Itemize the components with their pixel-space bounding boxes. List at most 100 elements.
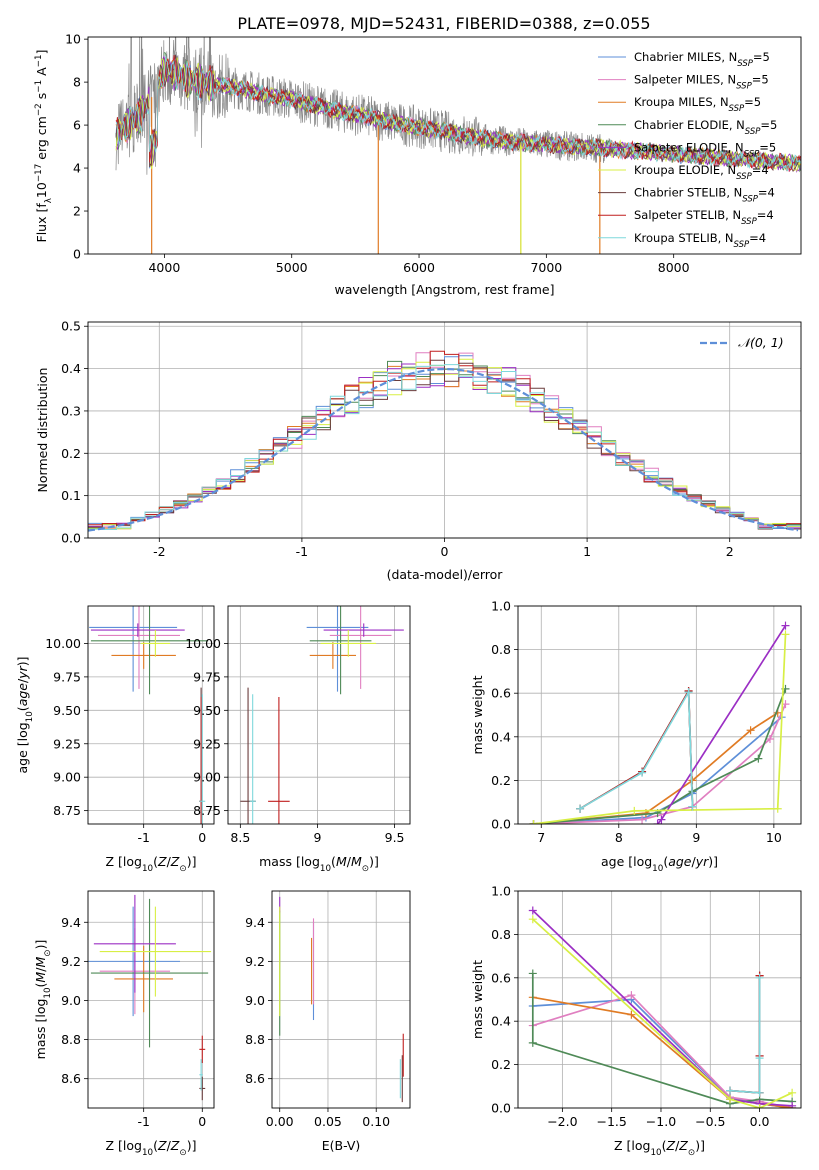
- y-tick-label: 9.50: [193, 703, 221, 718]
- y-tick-label: 0.0: [491, 817, 511, 832]
- x-axis-label: wavelength [Angstrom, rest frame]: [334, 282, 554, 297]
- weight-line-salpeter-stelib: [579, 687, 694, 810]
- y-axis-label: mass [log10(M/M⊙)]: [33, 940, 53, 1060]
- y-tick-label: 0.8: [491, 642, 511, 657]
- y-tick-label: 0.0: [61, 531, 81, 546]
- legend-entry: Chabrier ELODIE, NSSP=5: [634, 118, 777, 137]
- y-tick-label: 0.6: [491, 686, 511, 701]
- plot-area: [88, 350, 801, 532]
- y-axis-label: Normed distribution: [35, 368, 50, 493]
- y-tick-label: 9.0: [61, 993, 81, 1008]
- plot-area: [279, 896, 404, 1103]
- y-axis-label: age [log10(age/yr)]: [15, 656, 35, 773]
- x-axis-label: mass [log10(M/M⊙)]: [259, 854, 379, 874]
- figure-title: PLATE=0978, MJD=52431, FIBERID=0388, z=0…: [237, 14, 650, 33]
- x-tick-label: 10: [766, 830, 782, 845]
- x-tick-label: 9: [692, 830, 700, 845]
- weight-marker: [755, 1088, 764, 1097]
- grid: [228, 606, 410, 824]
- x-tick-label: 9: [313, 830, 321, 845]
- x-tick-label: −2.0: [547, 1114, 577, 1129]
- weight-marker: [726, 1095, 735, 1104]
- y-tick-label: 8.6: [245, 1071, 265, 1086]
- y-tick-label: 8.75: [53, 803, 81, 818]
- x-tick-label: 7000: [530, 260, 562, 275]
- y-tick-label: 9.4: [245, 915, 265, 930]
- weight-line-kroupa-elodie: [533, 634, 787, 824]
- plot-area: [89, 606, 209, 824]
- weight-marker: [755, 973, 764, 982]
- y-tick-label: 9.00: [193, 770, 221, 785]
- y-axis-label: Flux [fλ10−17 erg cm−2 s−1 A−1]: [34, 50, 54, 243]
- x-tick-label: -2: [153, 544, 165, 559]
- y-tick-label: 8.75: [193, 803, 221, 818]
- y-tick-label: 6: [73, 118, 81, 133]
- legend-entry: Chabrier MILES, NSSP=5: [634, 50, 770, 69]
- legend-entry: Chabrier STELIB, NSSP=4: [634, 186, 775, 205]
- weight-marker: [788, 1101, 797, 1108]
- x-axis-label: Z [log10(Z/Z⊙)]: [106, 1138, 197, 1158]
- plot-area: [529, 621, 790, 824]
- weight-marker: [773, 804, 782, 813]
- y-tick-label: 1.0: [491, 599, 511, 614]
- weight-line-salpeter-elodie: [532, 909, 793, 1107]
- x-tick-label: 6000: [403, 260, 435, 275]
- x-tick-label: 2: [726, 544, 734, 559]
- legend-entry: 𝒩(0, 1): [738, 335, 784, 350]
- chart-age_vs_mass: 8.5 9 9.5 8.75 9.00 9.25 9.50 9.75 10.00 mass [lo…: [185, 605, 411, 874]
- weight-marker: [528, 906, 537, 915]
- y-tick-label: 0.4: [491, 1014, 511, 1029]
- x-tick-label: −1.0: [646, 1114, 676, 1129]
- y-tick-label: 8.8: [245, 1032, 265, 1047]
- model-line-chabrier-stelib: [115, 54, 801, 172]
- weight-marker: [657, 815, 666, 824]
- weight-marker: [688, 802, 697, 811]
- y-tick-label: 0.8: [491, 927, 511, 942]
- legend-entry: Kroupa ELODIE, NSSP=4: [634, 163, 769, 182]
- x-axis-label: E(B-V): [322, 1138, 361, 1153]
- weight-line-salpeter-stelib: [729, 975, 761, 1094]
- weight-marker: [746, 726, 755, 735]
- x-tick-label: 8000: [658, 260, 690, 275]
- y-tick-label: 9.0: [245, 993, 265, 1008]
- weight-line-salpeter-elodie: [656, 625, 787, 824]
- x-axis-label: (data-model)/error: [387, 567, 504, 582]
- axes-frame: [87, 605, 215, 825]
- grid: [518, 890, 801, 1109]
- weight-marker: [726, 1086, 735, 1095]
- y-tick-label: 9.50: [53, 703, 81, 718]
- weight-marker: [781, 630, 790, 639]
- y-tick-label: 0.1: [61, 488, 81, 503]
- legend: Chabrier MILES, NSSP=5 Salpeter MILES, NS…: [598, 50, 777, 250]
- y-tick-label: 9.75: [193, 669, 221, 684]
- axes-frame: [87, 890, 215, 1109]
- plot-area: [528, 906, 797, 1108]
- x-axis-label: Z [log10(Z/Z⊙)]: [614, 1138, 705, 1158]
- weight-line-kroupa-elodie: [532, 918, 793, 1108]
- x-tick-label: 1: [583, 544, 591, 559]
- weight-marker: [754, 754, 763, 763]
- x-tick-label: 0: [198, 830, 206, 845]
- y-tick-label: 4: [73, 161, 81, 176]
- x-tick-label: 0: [198, 1114, 206, 1129]
- y-tick-label: 0.2: [491, 1057, 511, 1072]
- y-tick-label: 0.2: [61, 446, 81, 461]
- axes-frame: [227, 605, 411, 825]
- y-tick-label: 9.00: [53, 770, 81, 785]
- x-tick-label: 5000: [276, 260, 308, 275]
- legend-entry: Salpeter STELIB, NSSP=4: [634, 208, 774, 227]
- legend-entry: Kroupa STELIB, NSSP=4: [634, 231, 766, 250]
- chart-residuals: -2 -1 0 1 2 0.0 0.1 0.2 0.3 0.4 0.5 Normed distribu…: [35, 319, 802, 582]
- x-axis-label: Z [log10(Z/Z⊙)]: [106, 854, 197, 874]
- y-tick-label: 0: [73, 247, 81, 262]
- weight-marker: [684, 688, 693, 697]
- x-tick-label: -1: [137, 830, 149, 845]
- y-tick-label: 0.4: [61, 361, 81, 376]
- y-tick-label: 2: [73, 204, 81, 219]
- axes-frame: [517, 890, 802, 1109]
- legend-entry: Salpeter ELODIE, NSSP=5: [634, 140, 776, 159]
- y-tick-label: 9.2: [61, 954, 81, 969]
- weight-marker: [788, 1088, 797, 1097]
- chart-age_vs_Z: -1 0 8.75 9.00 9.25 9.50 9.75 10.00 age [log10(a…: [15, 605, 215, 874]
